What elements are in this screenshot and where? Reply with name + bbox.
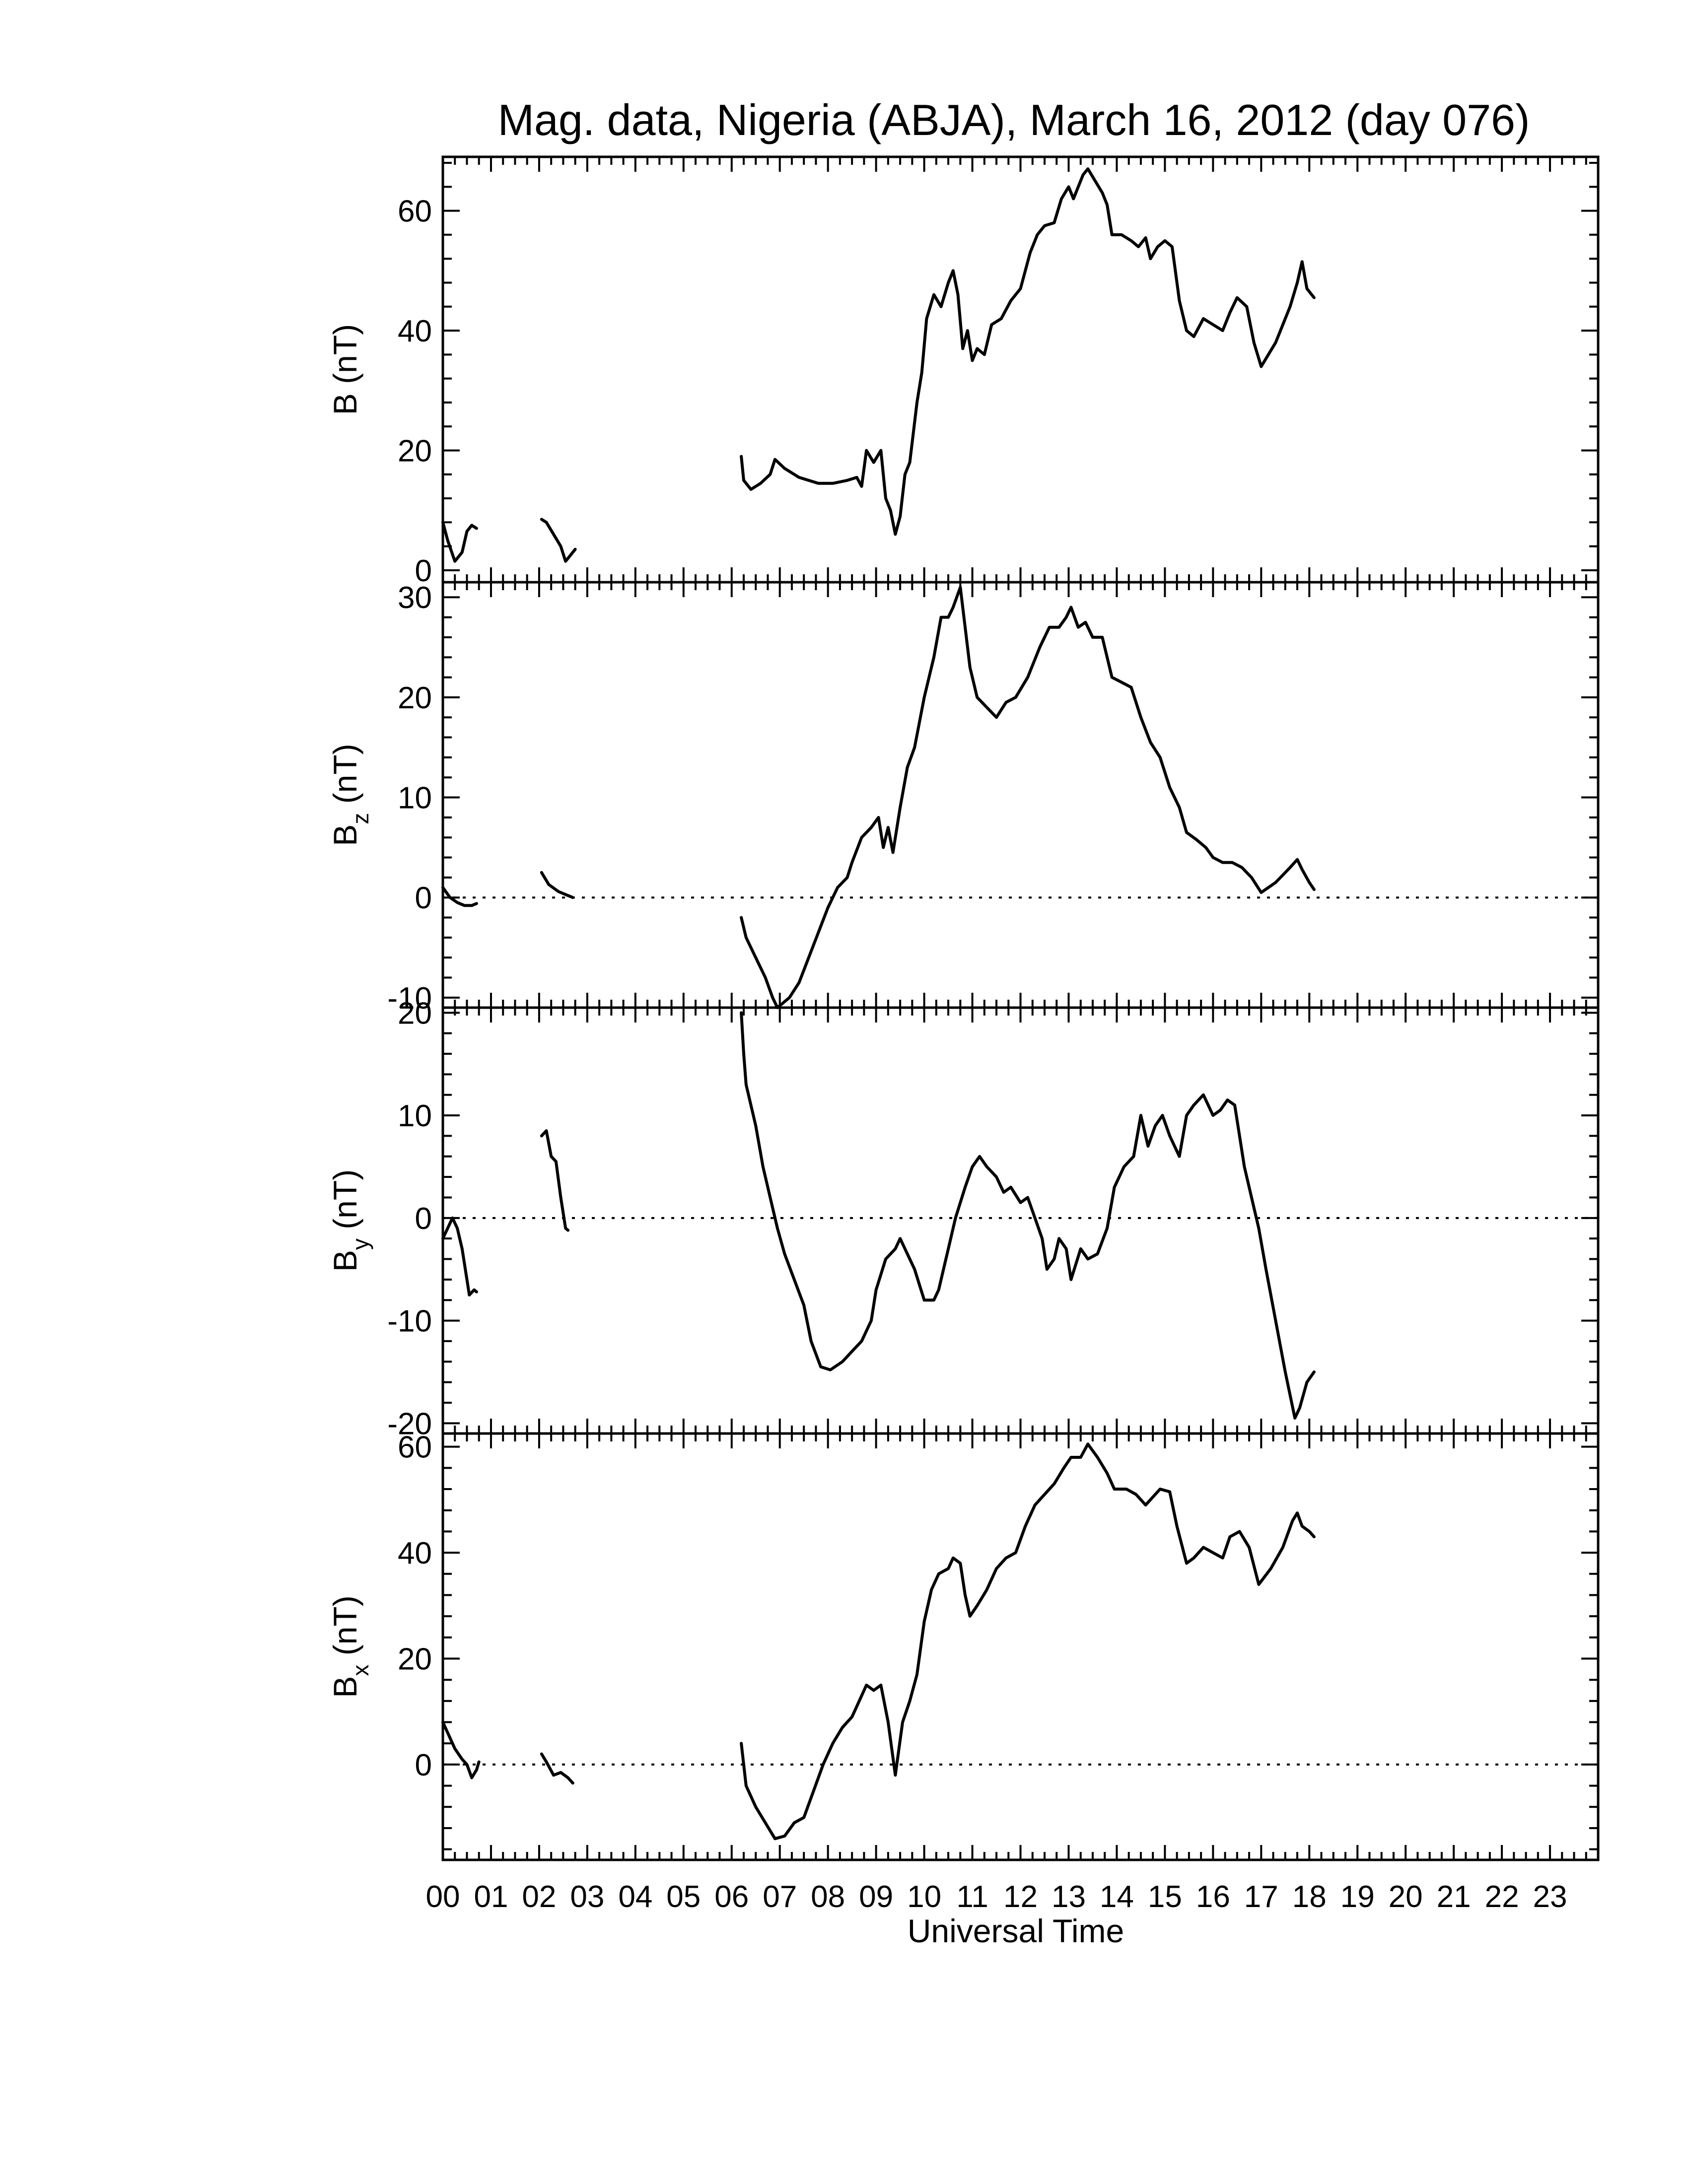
x-tick-label: 17 — [1244, 1880, 1278, 1914]
plot-frame-By — [441, 1006, 1600, 1435]
x-tick-label: 07 — [763, 1880, 797, 1914]
y-axis-label-unit-By: (nT) — [327, 1169, 363, 1238]
panel-Bz: -10 0 10 20 30 Bz (nT) — [327, 581, 1600, 1016]
series-line-Bx-segment-2 — [540, 1752, 574, 1785]
y-tick-label-By: 20 — [398, 996, 432, 1030]
y-axis-label-unit-Bz: (nT) — [327, 744, 363, 813]
y-axis-label-main-By: B — [327, 1250, 363, 1272]
x-axis-tick-labels: 00 01 02 03 04 05 06 07 08 09 10 11 12 13 14 15 16 17 18 19… — [426, 1880, 1567, 1914]
y-axis-label-subscript-By: y — [348, 1238, 373, 1250]
panel-Bx: 0 20 40 60 Bx (nT) — [327, 1431, 1600, 1861]
y-tick-label-Bx: 20 — [398, 1642, 432, 1677]
y-axis-label-Bx: Bx (nT) — [327, 1595, 373, 1698]
series-line-By-segment-2 — [540, 1129, 570, 1232]
y-tick-label-Bz: 20 — [398, 681, 432, 715]
chart-title: Mag. data, Nigeria (ABJA), March 16, 201… — [498, 95, 1530, 144]
y-tick-label-B: 20 — [398, 434, 432, 468]
y-axis-label-unit-B: (nT) — [327, 324, 363, 393]
chart-panels: 0 20 40 60 B (nT) -10 0 10 20 30 Bz (nT) -20 -10 0 10 2… — [327, 155, 1600, 1861]
y-tick-label-By: 0 — [415, 1202, 432, 1236]
x-tick-label: 11 — [956, 1880, 988, 1914]
x-tick-label: 02 — [522, 1880, 556, 1914]
x-tick-label: 00 — [426, 1880, 460, 1914]
y-axis-label-unit-Bx: (nT) — [327, 1595, 363, 1664]
x-tick-label: 03 — [570, 1880, 604, 1914]
x-tick-label: 19 — [1340, 1880, 1375, 1914]
y-tick-label-By: -20 — [387, 1407, 432, 1441]
x-tick-label: 13 — [1052, 1880, 1086, 1914]
series-line-By-segment-1 — [441, 1216, 478, 1297]
x-tick-label: 06 — [714, 1880, 749, 1914]
x-tick-label: 05 — [666, 1880, 701, 1914]
y-axis-label-main-Bz: B — [327, 824, 363, 846]
y-tick-label-Bx: 0 — [415, 1748, 432, 1782]
x-axis-label: Universal Time — [908, 1912, 1124, 1949]
y-tick-label-By: 10 — [398, 1099, 432, 1133]
y-axis-label-By: By (nT) — [327, 1169, 373, 1272]
y-tick-label-Bx: 40 — [398, 1536, 432, 1570]
y-tick-label-Bx: 60 — [398, 1431, 432, 1465]
y-tick-label-Bz: 10 — [398, 781, 432, 816]
y-tick-label-Bz: 30 — [398, 581, 432, 615]
series-line-B-segment-1 — [441, 521, 478, 563]
series-line-Bx-segment-3 — [740, 1442, 1316, 1841]
x-tick-label: 16 — [1196, 1880, 1230, 1914]
x-tick-label: 04 — [618, 1880, 652, 1914]
y-tick-label-By: -10 — [387, 1304, 432, 1339]
y-tick-label-Bz: 0 — [415, 881, 432, 915]
x-tick-label: 18 — [1292, 1880, 1327, 1914]
y-tick-label-Bz: -10 — [387, 981, 432, 1016]
y-tick-label-B: 0 — [415, 554, 432, 588]
x-tick-label: 01 — [474, 1880, 508, 1914]
x-tick-label: 09 — [859, 1880, 893, 1914]
y-axis-label-Bz: Bz (nT) — [327, 744, 373, 846]
panel-By: -20 -10 0 10 20 By (nT) — [327, 996, 1600, 1441]
x-tick-label: 23 — [1533, 1880, 1567, 1914]
y-tick-label-B: 40 — [398, 314, 432, 348]
series-line-B-segment-3 — [740, 167, 1316, 536]
series-line-Bz-segment-2 — [540, 871, 574, 899]
y-tick-label-B: 60 — [398, 195, 432, 229]
plot-frame-B — [441, 155, 1600, 584]
x-tick-label: 21 — [1437, 1880, 1471, 1914]
x-tick-label: 10 — [907, 1880, 941, 1914]
series-line-Bx-segment-1 — [441, 1720, 481, 1779]
x-tick-label: 22 — [1485, 1880, 1519, 1914]
y-axis-label-subscript-Bz: z — [348, 813, 373, 824]
x-tick-label: 08 — [811, 1880, 845, 1914]
series-line-Bz-segment-3 — [740, 586, 1316, 1009]
plot-frame-Bz — [441, 581, 1600, 1009]
x-tick-label: 12 — [1003, 1880, 1038, 1914]
series-line-By-segment-3 — [740, 1011, 1316, 1420]
series-line-B-segment-2 — [540, 518, 577, 563]
series-line-Bz-segment-1 — [441, 886, 478, 907]
panel-B: 0 20 40 60 B (nT) — [327, 155, 1600, 588]
plot-frame-Bx — [441, 1432, 1600, 1861]
x-tick-label: 20 — [1389, 1880, 1423, 1914]
x-tick-label: 15 — [1148, 1880, 1182, 1914]
y-axis-label-B: B (nT) — [327, 324, 363, 415]
x-tick-label: 14 — [1100, 1880, 1134, 1914]
y-axis-label-main-B: B — [327, 393, 363, 415]
y-axis-label-subscript-Bx: x — [348, 1665, 373, 1676]
y-axis-label-main-Bx: B — [327, 1676, 363, 1698]
